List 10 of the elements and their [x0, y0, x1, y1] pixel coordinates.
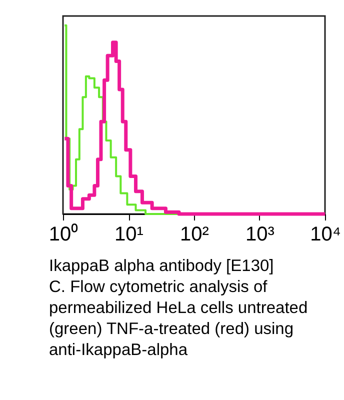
text: permeabilized HeLa cells untreated — [49, 299, 308, 317]
x-tick-label: 10² — [180, 224, 210, 246]
x-tick-label: 10⁰ — [48, 222, 78, 246]
x-tick-label: 10¹ — [114, 224, 144, 246]
text: C. Flow cytometric analysis of — [49, 278, 268, 296]
x-tick-label: 10³ — [246, 224, 275, 246]
x-tick-label: 10⁴ — [310, 224, 341, 246]
text: (green) TNF-a-treated (red) using — [49, 320, 294, 338]
text: IkappaB alpha antibody [E130] — [49, 257, 274, 275]
text: anti-IkappaB-alpha — [49, 341, 188, 359]
